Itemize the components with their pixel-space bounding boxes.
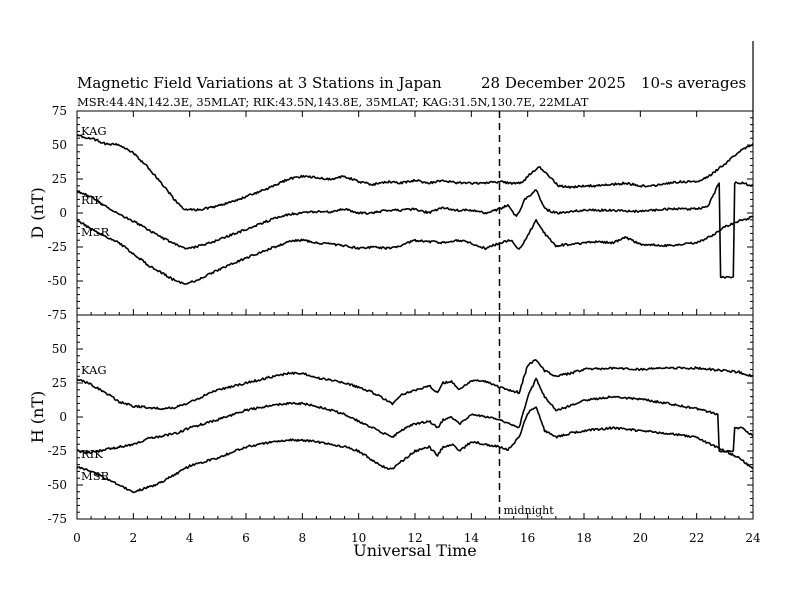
x-tick-label: 4	[186, 531, 194, 545]
y-tick-label: -50	[48, 274, 67, 288]
axis-ticks: 0 2 4 6 8 10 12 14 16 18 20 22 247550250-25-50-75502…	[48, 104, 761, 545]
y-tick-label: -75	[48, 308, 67, 322]
series-labels: KAG RIK MSR KAG RIK MSR	[81, 124, 110, 483]
series-line-rik-h	[76, 377, 754, 454]
d-axis-label: D (nT)	[28, 187, 47, 238]
series-label-kag: KAG	[81, 124, 107, 138]
series-line-msr-h	[76, 406, 754, 494]
x-tick-label: 2	[130, 531, 138, 545]
x-tick-label: 18	[576, 531, 591, 545]
x-tick-label: 14	[464, 531, 480, 545]
y-tick-label: 0	[59, 206, 67, 220]
y-tick-label: 25	[52, 376, 67, 390]
series-line-msr-d	[76, 215, 754, 285]
x-tick-label: 8	[299, 531, 307, 545]
y-tick-label: 75	[52, 104, 67, 118]
h-axis-label: H (nT)	[28, 391, 47, 444]
chart-averaging: 10-s averages	[641, 74, 746, 92]
x-axis-label: Universal Time	[353, 541, 476, 560]
x-tick-label: 16	[520, 531, 535, 545]
chart-date: 28 December 2025	[481, 74, 626, 92]
y-tick-label: 25	[52, 172, 67, 186]
series-label-msr: MSR	[81, 225, 110, 239]
y-tick-label: -75	[48, 512, 67, 526]
x-tick-label: 24	[745, 531, 761, 545]
y-tick-label: 0	[59, 410, 67, 424]
x-tick-label: 6	[242, 531, 250, 545]
y-tick-label: 50	[52, 342, 67, 356]
x-tick-label: 22	[689, 531, 704, 545]
x-tick-label: 20	[633, 531, 648, 545]
y-tick-label: -25	[48, 240, 67, 254]
series-line-rik-d	[76, 181, 754, 279]
midnight-label: midnight	[504, 504, 555, 517]
x-tick-label: 0	[73, 531, 81, 545]
data-curves	[76, 134, 754, 494]
series-label-kag: KAG	[81, 363, 107, 377]
station-info: MSR:44.4N,142.3E, 35MLAT; RIK:43.5N,143.…	[77, 95, 589, 109]
series-label-msr: MSR	[81, 469, 110, 483]
x-tick-label: 10	[351, 531, 366, 545]
series-line-kag-d	[76, 134, 754, 212]
y-tick-label: 50	[52, 138, 67, 152]
chart-title: Magnetic Field Variations at 3 Stations …	[77, 74, 442, 92]
series-label-rik: RIK	[81, 193, 103, 207]
x-tick-label: 12	[407, 531, 422, 545]
series-line-kag-h	[76, 359, 754, 411]
y-tick-label: -50	[48, 478, 67, 492]
series-label-rik: RIK	[81, 447, 103, 461]
y-tick-label: -25	[48, 444, 67, 458]
